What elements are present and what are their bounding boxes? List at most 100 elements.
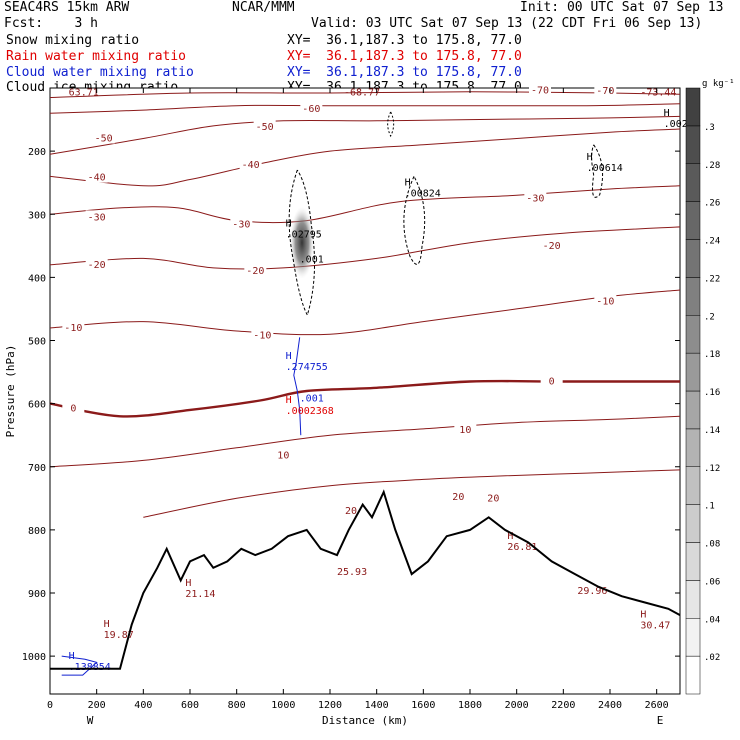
y-tick-label: 200: [28, 147, 46, 158]
colorbar-bin: [685, 163, 701, 202]
colorbar-bin: [685, 428, 701, 467]
isotherm-label: 0: [549, 377, 555, 388]
isotherm-label: -50: [256, 122, 274, 133]
colorbar-unit: g kg⁻¹: [702, 79, 735, 89]
x-tick-label: 1200: [318, 700, 342, 711]
isotherm-label-bg: [594, 84, 617, 97]
hydrometeor-max-value: .274755: [286, 362, 328, 373]
isotherm-label: -20: [88, 260, 106, 271]
east-end-label: E: [657, 714, 664, 727]
cloudwater-contour: [293, 337, 302, 436]
field-rain-xy: XY= 36.1,187.3 to 175.8, 77.0: [287, 49, 522, 64]
field-snow-name: Snow mixing ratio: [6, 33, 140, 48]
snow-contour: [288, 169, 316, 317]
colorbar-tick-label: .26: [704, 199, 720, 209]
colorbar-tick-label: .16: [704, 388, 720, 398]
isotherm-label: -40: [242, 160, 260, 171]
colorbar-tick-label: .14: [704, 426, 720, 436]
isotherm-label: -30: [88, 212, 106, 223]
colorbar-tick-label: .18: [704, 350, 720, 360]
cloudice-contour: [387, 111, 395, 138]
temperature-extreme-marker: H: [507, 531, 513, 542]
isotherm-label: -20: [246, 266, 264, 277]
isotherm-label-bg: [62, 401, 85, 414]
isotherm-m20: [49, 226, 681, 270]
forecast-hour: Fcst: 3 h: [4, 16, 98, 31]
colorbar-tick-label: .12: [704, 464, 720, 474]
y-tick-label: 800: [28, 526, 46, 537]
hydrometeor-max-marker: H: [664, 108, 670, 119]
hydrometeor-max-marker: H: [405, 177, 411, 188]
isotherm-label: -10: [596, 296, 614, 307]
temperature-extreme-value: 19.87: [104, 630, 134, 641]
plot-area: [49, 87, 681, 695]
x-tick-label: 1800: [458, 700, 482, 711]
temperature-extreme-value: 63.71: [69, 87, 99, 98]
isotherm-label-bg: [300, 101, 323, 114]
hydrometeor-max-marker: H: [286, 218, 292, 229]
hydrometeor-max-value: .00824: [405, 188, 441, 199]
isotherm-label-bg: [244, 264, 267, 277]
isotherm-label-bg: [447, 490, 470, 503]
terrain-profile: [50, 489, 681, 670]
temperature-extreme-value: 30.47: [640, 621, 670, 632]
x-axis-label: Distance (km): [322, 714, 408, 727]
isotherm-label: 20: [452, 492, 464, 503]
temperature-extreme-value: -68.77: [344, 87, 380, 98]
hydrometeor-max-value: .138854: [69, 662, 111, 673]
field-rain-name: Rain water mixing ratio: [6, 49, 187, 64]
isotherm-label-bg: [594, 294, 617, 307]
field-cloudwater-xy: XY= 36.1,187.3 to 175.8, 77.0: [287, 65, 522, 80]
colorbar-bin: [685, 390, 701, 430]
isotherm-label: 20: [487, 493, 499, 504]
isotherm-label-bg: [92, 131, 115, 144]
temperature-extreme-marker: H: [640, 610, 646, 621]
field-cloudwater-name: Cloud water mixing ratio: [6, 65, 194, 80]
model-name: SEAC4RS 15km ARW: [4, 0, 130, 15]
isotherm-label: -60: [302, 104, 320, 115]
hydrometeor-max-marker: H: [286, 395, 292, 406]
isotherm-label-bg: [85, 257, 108, 270]
isotherm-label-bg: [85, 210, 108, 223]
colorbar-bin: [685, 580, 701, 619]
hydrometeor-max-value: .001: [300, 255, 324, 266]
isotherm-label-bg: [85, 170, 108, 183]
isotherm-m10: [49, 289, 681, 336]
hydrometeor-max-value: .00614: [587, 163, 623, 174]
colorbar-bin: [685, 239, 701, 278]
temperature-extreme-value: 25.93: [337, 567, 367, 578]
isotherm-m60: [49, 103, 681, 114]
y-tick-label: 1000: [22, 652, 46, 663]
cloudwater-contour: [61, 655, 98, 676]
colorbar-bin: [685, 201, 701, 240]
hydrometeor-max-value: .0002368: [286, 406, 334, 417]
isotherm-label: -10: [64, 323, 82, 334]
colorbar-tick-label: .1: [704, 502, 715, 512]
isotherm-m30: [49, 185, 681, 224]
colorbar-bin: [685, 315, 701, 354]
y-tick-label: 500: [28, 337, 46, 348]
x-tick-label: 1000: [271, 700, 295, 711]
hydrometeor-max-value: .02795: [286, 229, 322, 240]
x-tick-label: 2000: [505, 700, 529, 711]
temperature-extreme-value: 26.81: [507, 542, 537, 553]
valid-time: Valid: 03 UTC Sat 07 Sep 13 (22 CDT Fri …: [311, 16, 703, 31]
y-tick-label: 700: [28, 463, 46, 474]
x-tick-label: 0: [47, 700, 53, 711]
x-tick-label: 200: [88, 700, 106, 711]
x-tick-label: 400: [134, 700, 152, 711]
colorbar-tick-label: .22: [704, 274, 720, 284]
colorbar-bin: [685, 542, 701, 581]
colorbar-tick-label: .3: [704, 123, 715, 133]
y-axis-label: Pressure (hPa): [4, 345, 17, 438]
isotherm-label: -20: [543, 241, 561, 252]
x-tick-label: 600: [181, 700, 199, 711]
x-tick-label: 1400: [365, 700, 389, 711]
x-tick-label: 2600: [645, 700, 669, 711]
x-tick-label: 2400: [598, 700, 622, 711]
colorbar-tick-label: .2: [704, 312, 715, 322]
hydrometeor-max-value: .0020: [664, 119, 694, 130]
y-tick-label: 900: [28, 589, 46, 600]
temperature-extreme-value: 29.96: [577, 586, 607, 597]
